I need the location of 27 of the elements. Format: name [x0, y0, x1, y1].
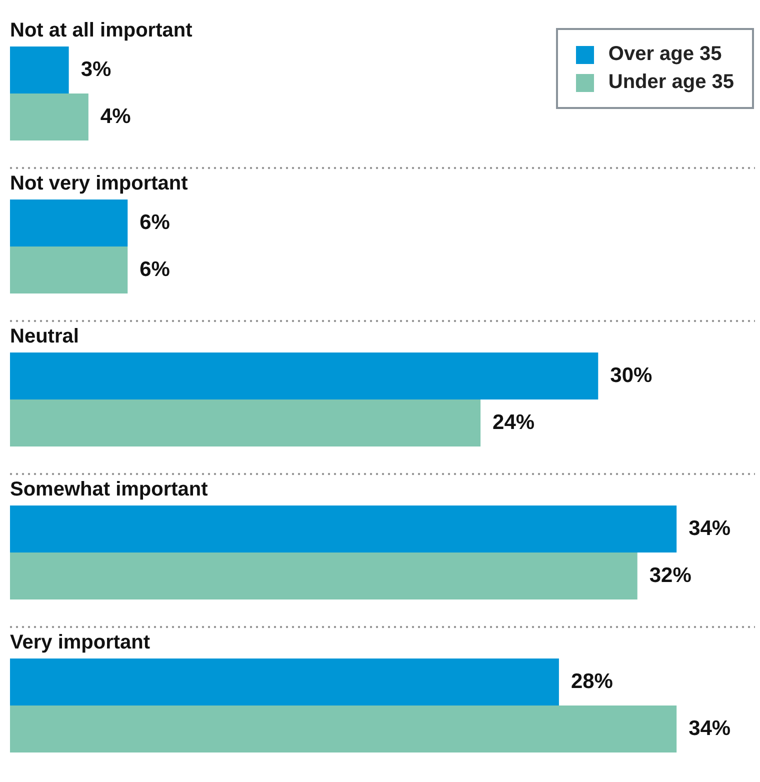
- legend-label: Under age 35: [608, 71, 734, 94]
- bar: [10, 706, 677, 753]
- data-label: 34%: [688, 516, 731, 540]
- legend-label: Over age 35: [608, 43, 722, 66]
- bar: [10, 246, 128, 294]
- bar: [10, 505, 677, 552]
- bar: [10, 400, 481, 447]
- bar: [10, 94, 88, 141]
- bar: [10, 352, 598, 400]
- bar: [10, 199, 128, 246]
- data-label: 24%: [492, 410, 535, 434]
- bar: [10, 46, 69, 94]
- data-label: 30%: [610, 364, 653, 387]
- y-tick-label: Somewhat important: [10, 478, 208, 500]
- bar: [10, 658, 559, 706]
- data-label: 6%: [140, 258, 170, 281]
- y-tick-label: Not at all important: [10, 19, 193, 42]
- data-label: 28%: [570, 670, 614, 693]
- y-tick-label: Not very important: [10, 172, 188, 194]
- data-label: 6%: [140, 210, 170, 234]
- y-tick-label: Neutral: [10, 325, 79, 348]
- data-label: 4%: [100, 104, 132, 128]
- data-label: 3%: [80, 58, 112, 81]
- data-label: 32%: [649, 564, 692, 587]
- data-label: 34%: [688, 716, 731, 740]
- bar: [10, 552, 638, 600]
- y-tick-label: Very important: [10, 631, 150, 654]
